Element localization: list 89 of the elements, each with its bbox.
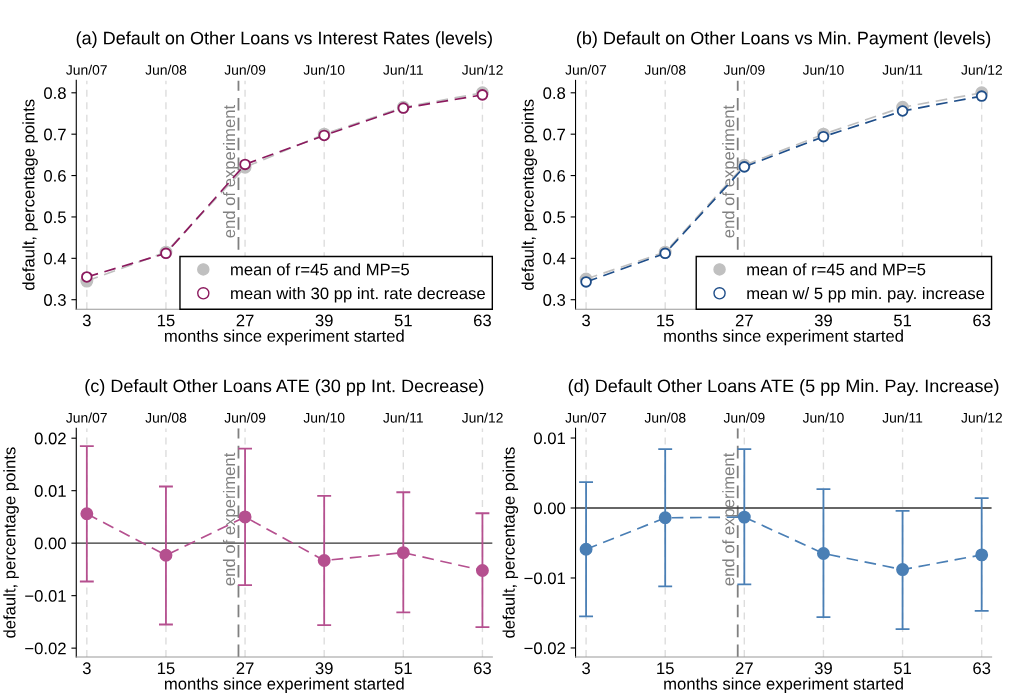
y-tick-label: 0.5 xyxy=(543,211,566,224)
y-axis-title: default, percentage points xyxy=(502,447,519,638)
y-tick-label: 0.00 xyxy=(534,502,566,515)
y-tick-label: 0.8 xyxy=(44,87,66,99)
x-axis-title: months since experiment started xyxy=(164,677,404,693)
x2-tick-label: Jun/09 xyxy=(723,412,765,423)
x-tick-label: 63 xyxy=(973,662,991,675)
x2-tick-label: Jun/09 xyxy=(224,412,266,423)
y-tick-label: 0.02 xyxy=(34,432,66,445)
x-tick-label: 15 xyxy=(657,662,674,675)
x-tick-label: 39 xyxy=(315,314,333,327)
y-tick-label: 0.4 xyxy=(543,252,566,265)
x-tick-label: 27 xyxy=(735,662,753,674)
x2-tick-label: Jun/08 xyxy=(644,412,686,423)
y-axis-title: default, percentage points xyxy=(22,99,38,290)
y-tick-label: −0.02 xyxy=(524,642,565,655)
ref-line-label: end of experiment xyxy=(722,452,738,586)
y-tick-label: 0.6 xyxy=(543,169,566,182)
x2-tick-label: Jun/11 xyxy=(882,64,923,75)
x2-tick-label: Jun/12 xyxy=(961,64,1002,75)
x2-tick-label: Jun/10 xyxy=(303,64,345,75)
x2-tick-label: Jun/11 xyxy=(383,64,423,75)
y-tick-label: −0.01 xyxy=(25,590,66,602)
x2-tick-label: Jun/07 xyxy=(66,412,107,423)
x-tick-label: 39 xyxy=(814,314,832,327)
legend-label: mean of r=45 and MP=5 xyxy=(231,263,410,276)
x-tick-label: 3 xyxy=(582,314,590,327)
x-tick-label: 15 xyxy=(157,662,175,675)
x2-tick-label: Jun/07 xyxy=(66,64,107,75)
x2-tick-label: Jun/09 xyxy=(723,64,765,75)
ref-line-label: end of experiment xyxy=(722,104,738,238)
x-tick-label: 39 xyxy=(315,662,333,675)
y-axis-title: default, percentage points xyxy=(3,447,19,638)
x-tick-label: 3 xyxy=(582,662,590,675)
x-tick-label: 39 xyxy=(814,662,832,675)
x-tick-label: 27 xyxy=(236,662,254,674)
y-tick-label: 0.4 xyxy=(44,252,67,265)
legend-label: mean w/ 5 pp min. pay. increase xyxy=(747,287,985,303)
y-tick-label: 0.3 xyxy=(543,294,566,306)
x2-tick-label: Jun/12 xyxy=(961,412,1002,423)
y-tick-label: 0.6 xyxy=(44,169,66,182)
x2-tick-label: Jun/08 xyxy=(145,412,187,423)
ref-line-label: end of experiment xyxy=(222,104,239,238)
x-tick-label: 63 xyxy=(973,314,991,327)
x2-tick-label: Jun/11 xyxy=(882,412,923,423)
x-tick-label: 3 xyxy=(82,314,91,327)
y-tick-label: −0.01 xyxy=(524,572,565,585)
x2-tick-label: Jun/11 xyxy=(383,412,423,423)
ref-line-label: end of experiment xyxy=(222,452,239,586)
x-tick-label: 3 xyxy=(82,662,91,675)
x-tick-label: 15 xyxy=(157,314,175,327)
legend-label: mean with 30 pp int. rate decrease xyxy=(231,287,485,303)
x-tick-label: 51 xyxy=(394,314,412,327)
x-tick-label: 51 xyxy=(893,314,912,327)
x2-tick-label: Jun/07 xyxy=(565,64,607,75)
chart-title: (a) Default on Other Loans vs Interest Rates (levels) xyxy=(76,31,492,49)
y-tick-label: 0.7 xyxy=(44,128,66,141)
x-tick-label: 15 xyxy=(657,314,674,327)
chart-title: (b) Default on Other Loans vs Min. Payment (levels) xyxy=(576,31,991,49)
x2-tick-label: Jun/10 xyxy=(802,412,844,423)
chart-title: (c) Default Other Loans ATE (30 pp Int. Decrease) xyxy=(85,379,484,396)
x-axis-title: months since experiment started xyxy=(164,329,404,346)
x-axis-title: months since experiment started xyxy=(664,677,903,693)
y-tick-label: 0.01 xyxy=(34,485,66,497)
legend-label: mean of r=45 and MP=5 xyxy=(747,263,926,276)
x2-tick-label: Jun/10 xyxy=(303,412,345,423)
y-tick-label: 0.01 xyxy=(534,432,565,445)
x2-tick-label: Jun/12 xyxy=(461,412,503,423)
x-tick-label: 63 xyxy=(474,314,491,327)
y-tick-label: 0.7 xyxy=(543,128,565,141)
y-tick-label: 0.8 xyxy=(543,87,566,99)
x-tick-label: 51 xyxy=(893,662,912,675)
y-axis-title: default, percentage points xyxy=(521,99,538,290)
y-tick-label: −0.02 xyxy=(25,642,66,655)
y-tick-label: 0.5 xyxy=(44,211,66,224)
x2-tick-label: Jun/08 xyxy=(145,64,187,75)
x-tick-label: 51 xyxy=(394,662,412,675)
x-axis-title: months since experiment started xyxy=(664,329,903,346)
y-tick-label: 0.00 xyxy=(34,537,66,550)
x2-tick-label: Jun/12 xyxy=(461,64,503,75)
x-tick-label: 27 xyxy=(735,314,753,327)
x2-tick-label: Jun/07 xyxy=(565,412,607,423)
chart-title: (d) Default Other Loans ATE (5 pp Min. Pay. Increase) xyxy=(568,379,999,396)
x2-tick-label: Jun/09 xyxy=(224,64,266,75)
x2-tick-label: Jun/08 xyxy=(644,64,686,75)
x-tick-label: 27 xyxy=(236,314,254,327)
x-tick-label: 63 xyxy=(474,662,491,675)
y-tick-label: 0.3 xyxy=(44,294,66,306)
x2-tick-label: Jun/10 xyxy=(802,64,844,75)
